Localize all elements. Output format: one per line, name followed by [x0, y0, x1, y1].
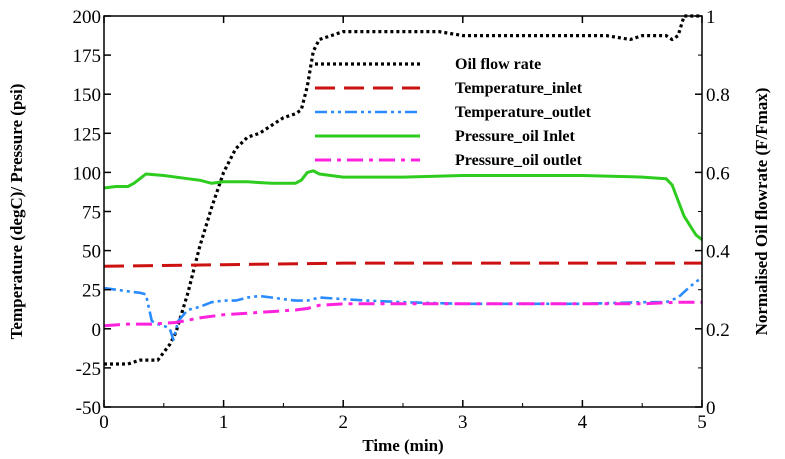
series-line-5	[103, 300, 702, 328]
x-tick-label: 2	[338, 412, 348, 433]
right-y-axis-ticks: 0 0.2 0.4 0.6 0.8 1	[695, 7, 730, 419]
right-y-axis-title: Normalised Oil flowrate (F/Fmax)	[752, 88, 771, 336]
left-y-tick-label: 50	[82, 242, 101, 263]
legend-label-2: Temperature_inlet	[455, 80, 583, 97]
right-y-tick-label: 0.8	[706, 85, 730, 106]
plot-frame	[103, 15, 703, 408]
right-y-tick-label: 0.2	[706, 320, 730, 341]
right-y-tick-label: 1	[706, 7, 716, 28]
left-y-tick-label: 200	[73, 7, 102, 28]
x-tick-label: 3	[458, 412, 468, 433]
left-y-tick-label: -25	[76, 359, 101, 380]
legend-label-5: Pressure_oil outlet	[455, 152, 583, 169]
left-y-tick-label: 150	[73, 85, 102, 106]
x-tick-label: 5	[697, 412, 707, 433]
x-axis-ticks: 0 1 2 3 4 5	[99, 16, 707, 433]
x-tick-label: 0	[99, 412, 109, 433]
left-y-tick-label: 75	[82, 203, 101, 224]
legend-label-1: Oil flow rate	[455, 56, 541, 73]
series-line-2	[103, 261, 702, 268]
left-y-tick-label: -50	[76, 398, 101, 419]
x-tick-label: 1	[219, 412, 229, 433]
x-axis-title: Time (min)	[362, 436, 443, 455]
series-line-4	[103, 169, 703, 241]
right-y-tick-label: 0.4	[706, 242, 730, 263]
legend-label-3: Temperature_outlet	[455, 104, 592, 121]
left-y-tick-label: 0	[92, 320, 102, 341]
left-y-tick-label: 125	[73, 124, 102, 145]
series-layer	[103, 14, 703, 366]
right-y-tick-label: 0.6	[706, 163, 730, 184]
legend: Oil flow rate Temperature_inlet Temperatur…	[315, 56, 592, 169]
series-line-1	[104, 14, 702, 366]
left-y-axis-ticks: -50 -25 0 25 50 75 100 125 150 175 200	[73, 7, 111, 419]
series-line-3	[103, 276, 703, 342]
x-tick-label: 4	[578, 412, 588, 433]
left-y-tick-label: 175	[73, 46, 102, 67]
left-y-axis-title: Temperature (degC)/ Pressure (psi)	[7, 84, 26, 340]
left-y-tick-label: 25	[82, 281, 101, 302]
legend-label-4: Pressure_oil Inlet	[455, 128, 576, 145]
right-y-tick-label: 0	[706, 398, 716, 419]
left-y-tick-label: 100	[73, 163, 102, 184]
